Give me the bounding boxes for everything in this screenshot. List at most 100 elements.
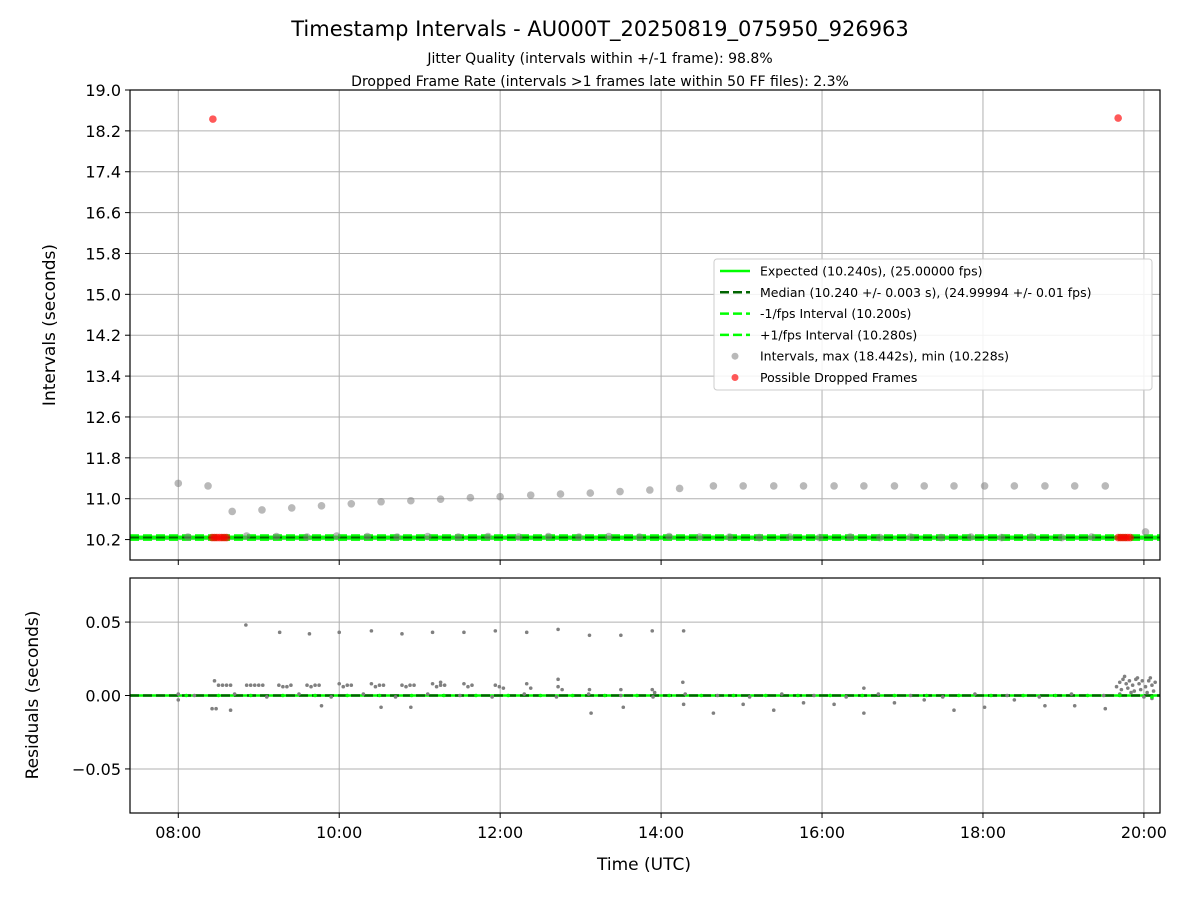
residual-point [248,683,253,688]
interval-point [1126,533,1135,542]
residual-point [1142,695,1146,699]
residual-point [317,683,321,688]
x-axis-label: Time (UTC) [596,855,691,875]
interval-point [423,532,432,541]
interval-point [830,482,838,490]
residual-point [442,693,446,698]
residual-point [1135,676,1140,680]
residual-point [184,693,189,698]
residual-point [297,692,301,696]
residual-point [771,708,776,712]
interval-point [815,533,824,542]
residual-point [860,693,865,698]
residual-point [369,681,374,686]
residual-point [307,632,312,636]
residual-point [224,683,229,688]
interval-point [484,532,492,541]
y-tick-label: 18.2 [85,122,121,141]
residual-point [409,693,414,698]
residual-point [349,683,354,688]
y-tick-label: 11.0 [85,490,121,509]
interval-point [242,532,251,540]
residual-point [681,629,686,633]
interval-point [287,504,296,512]
interval-point [635,533,644,541]
residual-point [1117,680,1122,685]
residual-point [264,695,269,699]
residual-point [345,693,350,698]
residual-point [1124,681,1129,686]
interval-point [920,482,929,490]
chart-subtitle-jitter: Jitter Quality (intervals within +/-1 fr… [426,51,772,67]
residual-point [989,693,993,698]
residual-point [393,695,398,699]
residual-point [747,695,752,699]
x-tick-label: 10:00 [316,823,362,842]
residual-point [556,627,560,632]
residual-point [493,683,498,688]
residual-point [408,683,412,688]
residual-point [741,702,745,707]
axes-frame [129,89,1161,561]
residual-point [305,683,309,688]
residual-point [1122,674,1127,679]
interval-point [556,490,565,498]
residual-point [425,692,430,696]
interval-point [786,533,794,541]
interval-point [454,533,463,541]
y-tick-label: 17.4 [85,163,121,182]
residual-point [216,693,221,698]
residual-point [876,692,881,696]
residual-point [556,684,560,689]
interval-point [222,533,231,542]
residual-point [1101,693,1106,698]
residual-point [373,684,378,689]
residual-point [621,705,626,710]
residual-point [313,693,317,698]
interval-point [544,532,553,541]
residual-point [524,681,529,686]
residual-point [466,684,470,689]
y-tick-label: 15.0 [85,285,121,304]
residual-point [952,708,956,712]
y-tick-label: −0.05 [72,760,121,779]
interval-point [695,533,704,541]
residual-point [587,687,592,692]
residual-point [1117,693,1122,698]
residual-point [1138,687,1143,692]
residual-point [1037,695,1042,699]
residual-point [844,695,848,699]
interval-point [890,482,899,490]
residual-point [619,693,623,698]
residual-point [493,629,498,633]
residual-point [1129,690,1133,695]
residual-point [361,692,366,696]
residual-point [256,683,261,688]
residual-point [442,683,447,688]
interval-point [317,502,326,510]
residual-point [892,693,897,698]
interval-point [436,495,445,504]
y-tick-label: 0.05 [85,613,121,632]
residual-point [381,683,386,688]
interval-point [1058,533,1066,542]
residual-point [1021,693,1026,698]
residual-point [832,702,836,707]
interval-point [950,482,958,490]
interval-point [204,482,212,490]
interval-point [258,506,266,514]
chart-title: Timestamp Intervals - AU000T_20250819_07… [290,17,909,42]
residual-point [940,695,945,699]
y-axis-label-residuals: Residuals (seconds) [23,611,43,780]
legend-swatch [731,352,739,360]
residual-point [377,693,382,698]
residual-point [260,683,265,688]
residual-point [309,684,313,689]
residual-point [1103,706,1108,711]
legend-swatch [731,374,739,381]
residual-point [699,693,704,698]
residual-point [524,630,529,635]
x-tick-label: 16:00 [799,823,845,842]
interval-point [1114,114,1122,122]
residual-point [586,692,591,696]
